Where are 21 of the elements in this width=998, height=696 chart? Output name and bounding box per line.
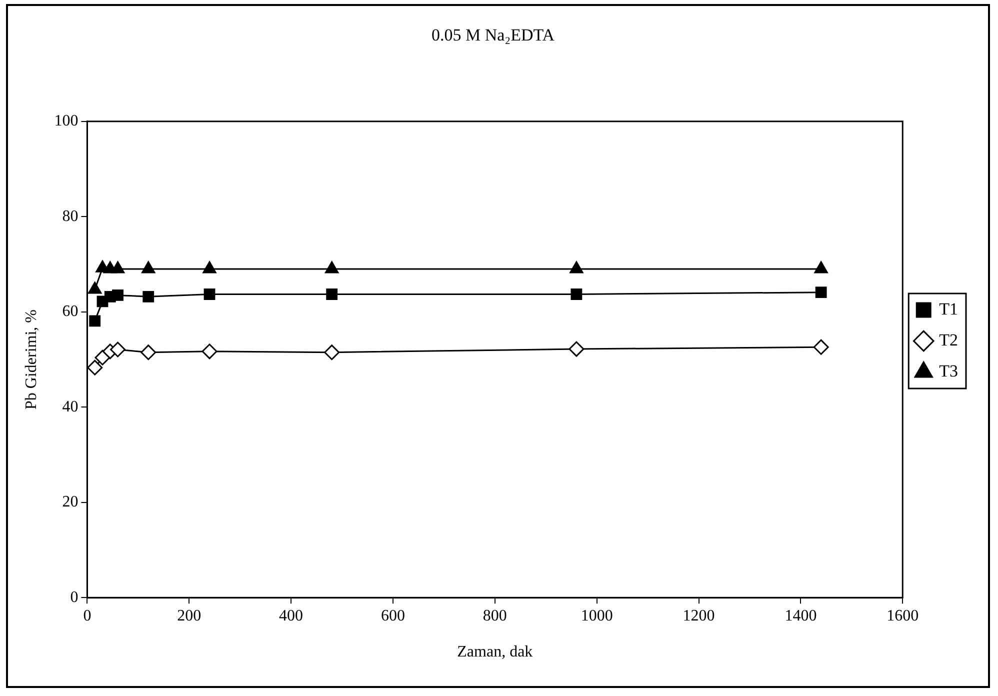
chart-title: 0.05 M Na₂EDTA	[431, 26, 556, 45]
x-tick-label: 200	[177, 607, 202, 624]
x-tick-label: 600	[380, 607, 405, 624]
x-tick-label: 1000	[580, 607, 613, 624]
y-tick-label: 0	[70, 588, 78, 606]
y-tick-label: 80	[62, 208, 78, 225]
legend-label: T3	[939, 361, 958, 380]
x-tick-label: 1600	[886, 607, 919, 624]
x-axis-title: Zaman, dak	[457, 644, 533, 661]
y-tick-label: 60	[62, 303, 78, 320]
x-tick-label: 0	[83, 607, 92, 624]
x-tick-label: 1200	[682, 607, 715, 624]
x-tick-label: 400	[279, 607, 304, 624]
y-axis-title: Pb Giderimi, %	[22, 310, 40, 410]
legend-label: T2	[939, 330, 958, 350]
y-tick-label: 100	[54, 112, 78, 130]
y-tick-label: 40	[62, 398, 78, 416]
legend-label: T1	[939, 299, 958, 318]
x-tick-label: 1400	[784, 607, 817, 624]
x-tick-label: 800	[482, 607, 507, 624]
y-tick-label: 20	[62, 494, 78, 511]
